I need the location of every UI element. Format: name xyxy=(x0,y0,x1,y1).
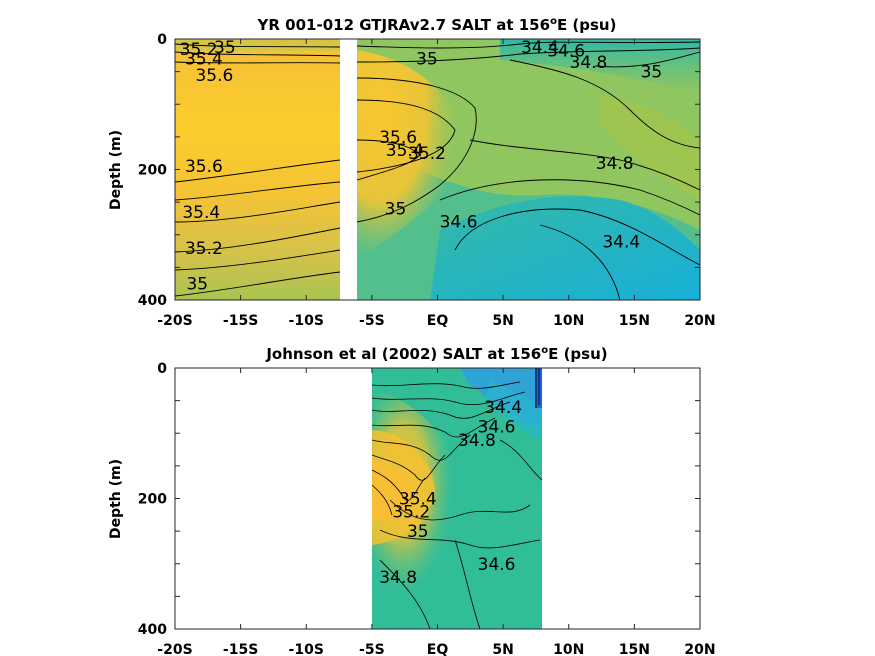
contour-label: 35.2 xyxy=(408,144,446,164)
x-tick-label: 5N xyxy=(492,642,513,656)
contour-lines-top xyxy=(174,41,701,301)
contour-label: 34.8 xyxy=(458,431,496,451)
x-tick-label: -20S xyxy=(157,642,192,656)
y-axis-label-top: Depth (m) xyxy=(108,130,124,210)
x-tick-label: 15N xyxy=(619,642,650,656)
contour-label: 35 xyxy=(416,50,438,70)
y-axis-label-bottom: Depth (m) xyxy=(108,459,124,539)
y-tick-label: 0 xyxy=(157,361,167,377)
x-tick-label: 20N xyxy=(684,313,715,329)
contour-labels-top: 35.23535.435.635.635.435.2353534.434.634… xyxy=(180,38,663,295)
contour-label: 35 xyxy=(186,275,208,295)
contour-label: 35.2 xyxy=(392,503,430,523)
y-ticks-top: 0 200 400 xyxy=(138,32,700,309)
contour-label: 35.2 xyxy=(180,40,218,60)
y-tick-label: 400 xyxy=(138,622,167,638)
y-tick-label: 200 xyxy=(138,492,167,508)
contour-label: 35.6 xyxy=(185,157,223,177)
x-ticks-bottom: -20S -15S -10S -5S EQ 5N 10N 15N 20N xyxy=(157,368,716,656)
contour-label: 34.4 xyxy=(521,38,559,58)
x-tick-label: -15S xyxy=(223,313,258,329)
x-tick-label: -5S xyxy=(359,642,385,656)
contour-label: 35 xyxy=(385,200,407,220)
contour-label: 34.6 xyxy=(478,418,516,438)
contour-label: 34.6 xyxy=(440,213,478,233)
x-tick-label: -15S xyxy=(223,642,258,656)
x-tick-label: EQ xyxy=(427,313,449,329)
x-tick-label: EQ xyxy=(427,642,449,656)
contour-label: 35 xyxy=(214,38,236,58)
contour-label: 34.4 xyxy=(602,232,640,252)
contour-label: 34.8 xyxy=(379,568,417,588)
contour-label: 35 xyxy=(641,63,663,83)
x-tick-label: -10S xyxy=(289,313,324,329)
contour-label: 35.4 xyxy=(182,203,220,223)
field-left xyxy=(175,39,340,300)
y-ticks-bottom: 0 200 400 xyxy=(138,361,700,638)
contour-label: 35.2 xyxy=(185,239,223,259)
x-tick-label: 10N xyxy=(553,642,584,656)
x-tick-label: 5N xyxy=(492,313,513,329)
x-tick-label: -10S xyxy=(289,642,324,656)
data-gap xyxy=(340,39,357,300)
y-tick-label: 200 xyxy=(138,163,167,179)
chart-title-bottom: Johnson et al (2002) SALT at 156oE (psu) xyxy=(265,345,607,363)
contour-label: 35.6 xyxy=(195,66,233,86)
contour-label: 35.4 xyxy=(386,141,424,161)
contour-lines-bottom xyxy=(371,368,543,630)
x-tick-label: -5S xyxy=(359,313,385,329)
contour-label: 35.4 xyxy=(185,50,223,70)
x-ticks-top: -20S -15S -10S -5S EQ 5N 10N 15N 20N xyxy=(157,39,716,329)
x-tick-label: -20S xyxy=(157,313,192,329)
contour-label: 34.6 xyxy=(547,42,585,62)
panel-top: 35.23535.435.635.635.435.2353534.434.634… xyxy=(108,16,716,329)
contour-label: 35.6 xyxy=(379,128,417,148)
contour-label: 35.4 xyxy=(399,490,437,510)
contour-label: 34.6 xyxy=(478,555,516,575)
x-tick-label: 15N xyxy=(619,313,650,329)
x-tick-label: 10N xyxy=(553,313,584,329)
chart-title-top: YR 001-012 GTJRAv2.7 SALT at 156oE (psu) xyxy=(257,16,617,34)
contour-label: 35 xyxy=(407,522,429,542)
y-tick-label: 0 xyxy=(157,32,167,48)
x-tick-label: 20N xyxy=(684,642,715,656)
contour-label: 34.8 xyxy=(570,53,608,73)
contour-label: 34.4 xyxy=(484,398,522,418)
contour-label: 34.8 xyxy=(596,154,634,174)
y-tick-label: 400 xyxy=(138,293,167,309)
